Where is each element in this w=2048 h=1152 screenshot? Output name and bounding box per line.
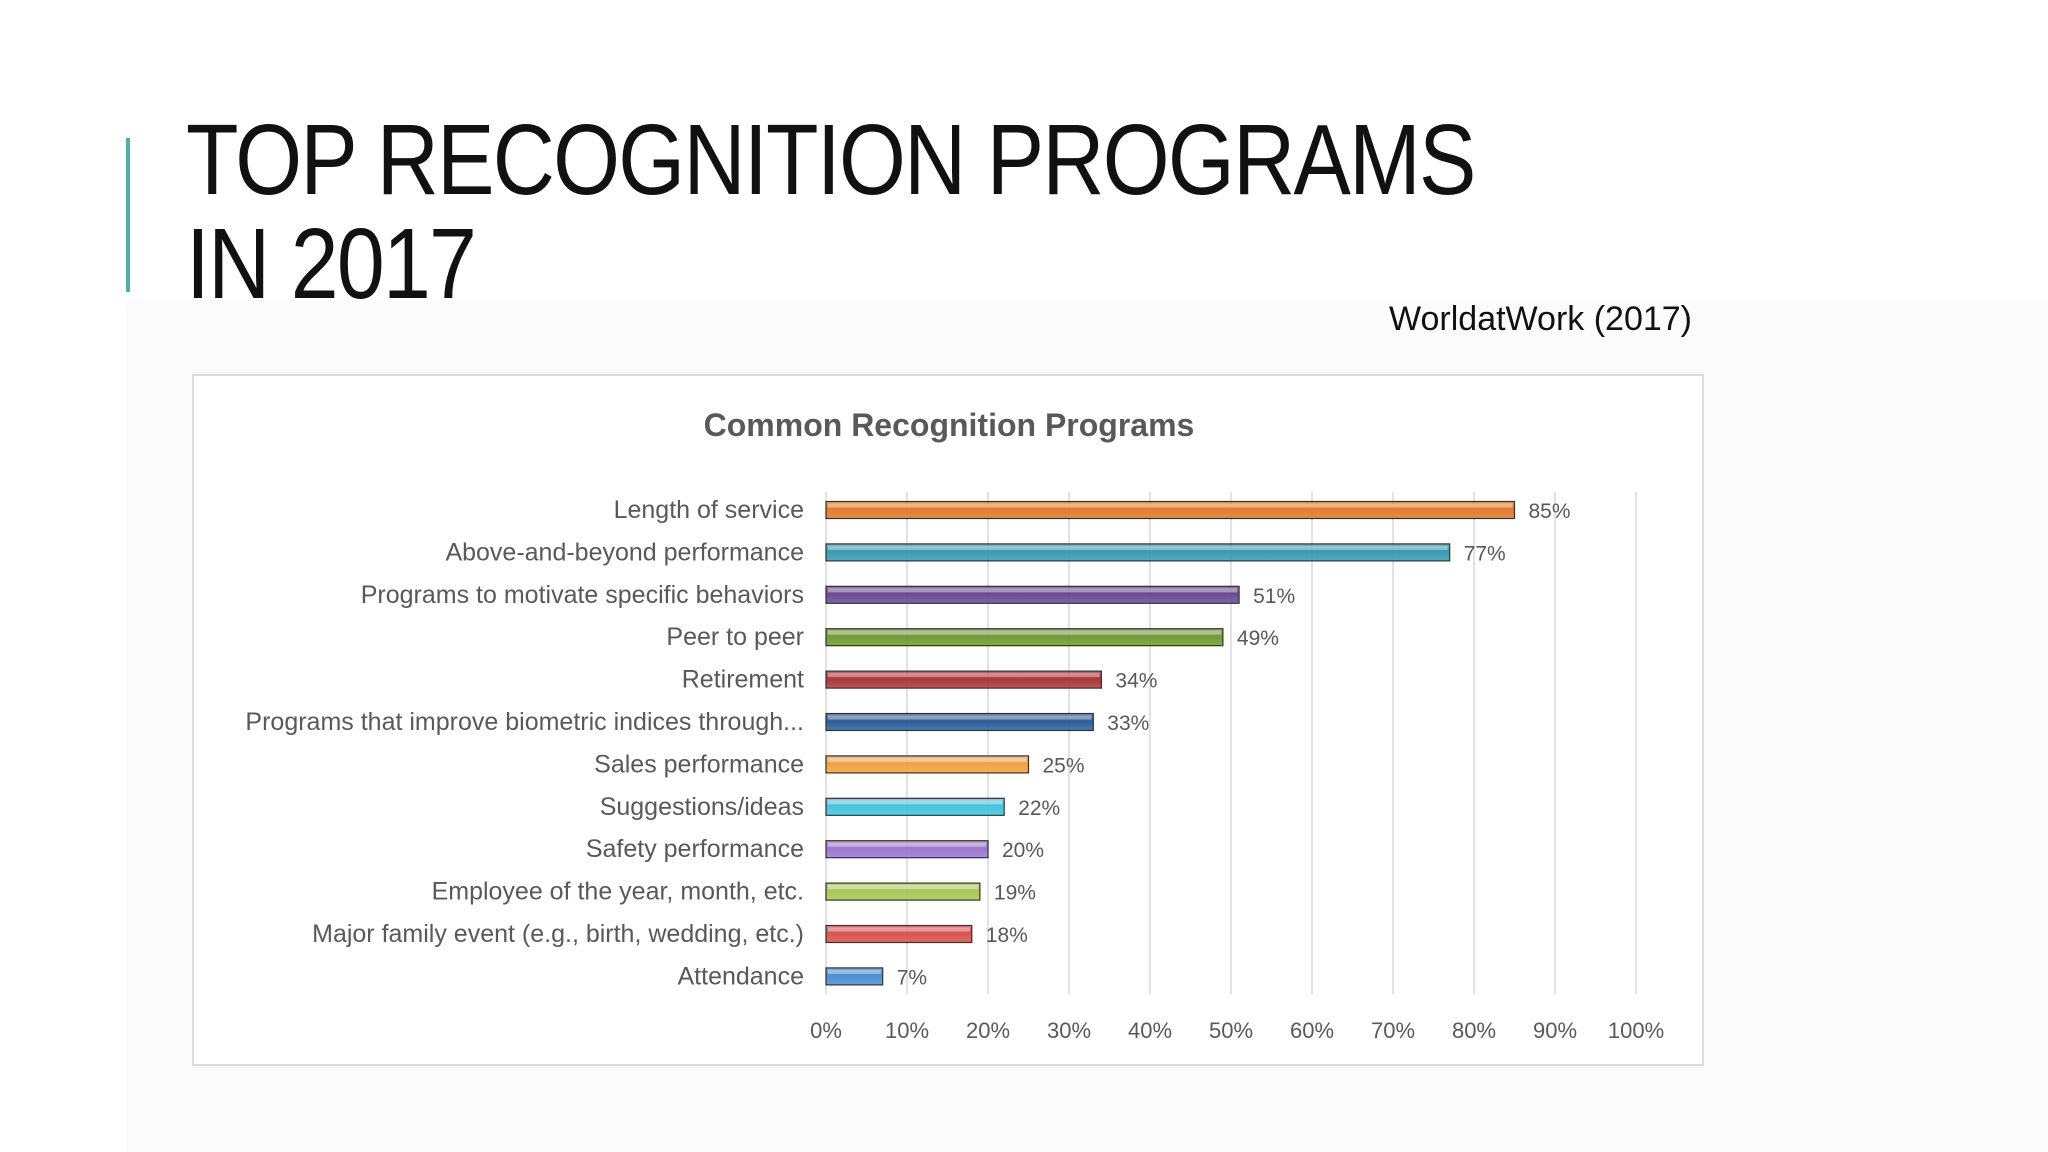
data-label: 22% [1018,797,1060,820]
slide-title: TOP RECOGNITION PROGRAMS IN 2017 [186,104,1476,320]
category-label: Suggestions/ideas [600,793,804,821]
bar-highlight [828,630,1221,635]
data-label: 20% [1002,839,1044,862]
data-label: 7% [897,966,927,989]
bar-chart: Common Recognition Programs 85% 77% 51% 49%… [245,407,1664,1043]
data-label: 19% [994,882,1036,905]
bar [825,755,1030,774]
category-label: Attendance [678,962,805,990]
x-tick-label: 30% [1047,1018,1091,1043]
bar-highlight [828,588,1238,593]
category-label: Sales performance [594,750,804,778]
x-tick-label: 80% [1452,1018,1496,1043]
bar [825,543,1451,562]
source-citation: WorldatWork (2017) [1389,300,1692,338]
category-labels: Length of service Above-and-beyond perfor… [245,496,804,990]
bar [825,840,989,859]
bar-highlight [828,927,970,932]
x-tick-label: 0% [810,1018,842,1043]
chart-title: Common Recognition Programs [704,407,1195,443]
data-label: 49% [1237,627,1279,650]
x-tick-label: 50% [1209,1018,1253,1043]
bar [825,628,1224,647]
x-tick-label: 40% [1128,1018,1172,1043]
bar [825,670,1102,689]
bar-highlight [828,842,986,847]
bar [825,585,1240,604]
gridlines [825,492,1637,995]
x-tick-label: 90% [1533,1018,1577,1043]
title-accent-bar [126,138,130,292]
category-label: Retirement [682,666,804,694]
bar-highlight [828,673,1100,678]
x-tick-label: 60% [1290,1018,1334,1043]
bar [825,924,973,944]
category-label: Major family event (e.g., birth, wedding… [312,920,804,948]
bar [825,712,1094,732]
x-axis-ticks: 0% 10% 20% 30% 40% 50% 60% 70% 80% 90% 100% [810,1018,1664,1043]
category-label: Peer to peer [666,623,804,651]
x-tick-label: 100% [1608,1018,1664,1043]
x-tick-label: 10% [885,1018,929,1043]
data-label: 34% [1115,670,1157,693]
bar [825,967,884,986]
data-label: 51% [1253,585,1295,608]
x-tick-label: 70% [1371,1018,1415,1043]
data-label: 85% [1529,500,1571,523]
bar-highlight [828,757,1027,762]
bar-highlight [828,800,1003,805]
bar [825,797,1005,816]
category-label: Employee of the year, month, etc. [432,878,804,906]
category-label: Length of service [614,496,804,524]
bar-highlight [828,545,1448,550]
category-label: Safety performance [586,835,804,863]
bar-highlight [828,969,881,974]
bar-highlight [828,715,1092,720]
category-label: Above-and-beyond performance [445,538,804,566]
data-label: 18% [986,924,1028,947]
bar [825,500,1516,520]
data-label: 25% [1043,754,1085,777]
bars: 85% 77% 51% 49% 34% 33% 25% 22% 20% 19% 18% 7% [825,500,1571,989]
bar-highlight [828,885,978,890]
category-label: Programs to motivate specific behaviors [361,581,804,609]
bar [825,882,981,901]
data-label: 33% [1107,712,1149,735]
category-label: Programs that improve biometric indices … [245,708,804,736]
data-label: 77% [1464,542,1506,565]
x-tick-label: 20% [966,1018,1010,1043]
bar-highlight [828,503,1513,508]
chart-frame: Common Recognition Programs 85% 77% 51% 49%… [192,374,1704,1066]
